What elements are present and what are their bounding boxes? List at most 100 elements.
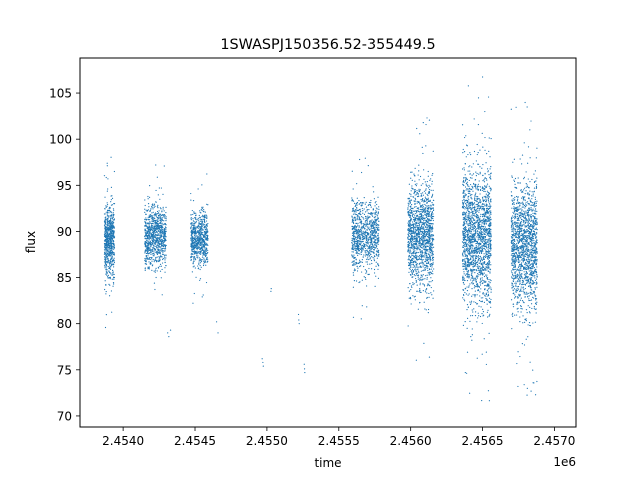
- data-point-1353: [161, 294, 163, 296]
- data-point-2645: [362, 237, 364, 239]
- data-point-775: [153, 206, 155, 209]
- data-point-4642: [479, 279, 482, 281]
- data-point-4858: [474, 237, 476, 239]
- data-point-3975: [417, 201, 420, 203]
- data-point-821: [160, 187, 163, 189]
- data-point-3848: [408, 203, 410, 205]
- data-point-654: [106, 244, 108, 247]
- data-point-1473: [164, 226, 167, 228]
- data-point-637: [112, 232, 114, 234]
- data-point-3747: [424, 207, 426, 209]
- data-point-878: [152, 208, 154, 210]
- data-point-403: [109, 235, 111, 237]
- data-point-4566: [407, 238, 409, 240]
- data-point-4541: [409, 249, 412, 251]
- data-point-423: [104, 280, 106, 282]
- data-point-4309: [410, 251, 412, 253]
- data-point-1650: [196, 254, 198, 256]
- data-point-4353: [430, 222, 432, 225]
- data-point-4305: [418, 244, 420, 246]
- data-point-348: [111, 253, 113, 255]
- data-point-4189: [421, 223, 423, 226]
- data-point-4313: [422, 236, 424, 238]
- data-point-4745: [488, 241, 490, 243]
- data-point-2020: [199, 279, 201, 281]
- data-point-2292: [191, 229, 193, 231]
- data-point-1315: [153, 215, 155, 217]
- data-point-2761: [351, 216, 353, 218]
- data-point-2752: [353, 254, 355, 256]
- data-point-3217: [426, 117, 428, 119]
- data-point-2250: [191, 248, 193, 250]
- data-point-2226: [194, 247, 196, 249]
- data-point-4398: [426, 202, 428, 204]
- data-point-3935: [431, 255, 433, 257]
- data-point-1981: [191, 209, 193, 212]
- data-point-1272: [157, 241, 159, 244]
- data-point-1631: [195, 227, 197, 229]
- data-point-2284: [190, 237, 192, 239]
- data-point-4887: [469, 227, 472, 230]
- data-point-2046: [196, 236, 198, 238]
- data-point-1743: [205, 250, 207, 252]
- data-point-3108: [375, 235, 377, 238]
- data-point-1903: [198, 263, 200, 265]
- data-point-1788: [203, 257, 205, 259]
- data-point-4400: [407, 259, 409, 261]
- data-point-3056: [368, 248, 370, 250]
- data-point-2112: [195, 214, 197, 216]
- data-point-2922: [353, 222, 355, 225]
- data-point-3950: [432, 234, 434, 236]
- data-point-1937: [206, 253, 208, 255]
- data-point-368: [107, 239, 110, 242]
- data-point-1982: [202, 251, 205, 253]
- data-point-869: [161, 239, 164, 241]
- data-point-1659: [197, 227, 200, 229]
- data-point-1224: [149, 236, 151, 238]
- data-point-4579: [432, 209, 435, 211]
- data-point-4598: [413, 251, 415, 253]
- data-point-3894: [424, 211, 426, 213]
- data-point-1067: [152, 229, 154, 232]
- data-point-4787: [472, 163, 474, 165]
- data-point-1525: [148, 231, 151, 233]
- data-point-3158: [351, 242, 353, 244]
- data-point-465: [107, 220, 109, 222]
- data-point-1278: [154, 237, 157, 239]
- data-point-1154: [164, 267, 166, 269]
- data-point-4135: [428, 272, 430, 274]
- data-point-1896: [196, 249, 198, 251]
- data-point-2597: [352, 272, 354, 274]
- data-point-2021: [199, 258, 202, 260]
- data-point-4176: [420, 276, 422, 279]
- data-point-1308: [154, 239, 156, 241]
- data-point-756: [154, 271, 156, 273]
- data-point-3166: [352, 218, 354, 221]
- data-point-2257: [202, 211, 205, 213]
- data-point-1952: [192, 256, 194, 258]
- data-point-3193: [360, 253, 362, 256]
- data-point-2248: [199, 253, 202, 255]
- data-point-1508: [163, 220, 165, 222]
- data-point-1265: [155, 201, 157, 203]
- data-point-2991: [355, 259, 357, 261]
- data-point-4408: [419, 301, 421, 304]
- data-point-3672: [419, 189, 421, 191]
- data-point-1519: [144, 208, 146, 210]
- data-point-1074: [159, 237, 161, 239]
- data-point-3002: [377, 262, 379, 265]
- data-point-1323: [152, 241, 154, 243]
- data-point-3186: [363, 236, 365, 238]
- data-point-852: [147, 209, 149, 211]
- data-point-307: [112, 219, 114, 221]
- data-point-3982: [419, 205, 422, 207]
- data-point-4685: [471, 280, 474, 282]
- data-point-1693: [198, 259, 201, 261]
- data-point-4418: [422, 217, 424, 219]
- data-point-191: [108, 283, 110, 285]
- data-point-4694: [469, 213, 471, 215]
- data-point-988: [156, 219, 158, 222]
- data-point-2241: [198, 235, 200, 237]
- data-point-393: [111, 247, 114, 249]
- data-point-4357: [420, 270, 422, 272]
